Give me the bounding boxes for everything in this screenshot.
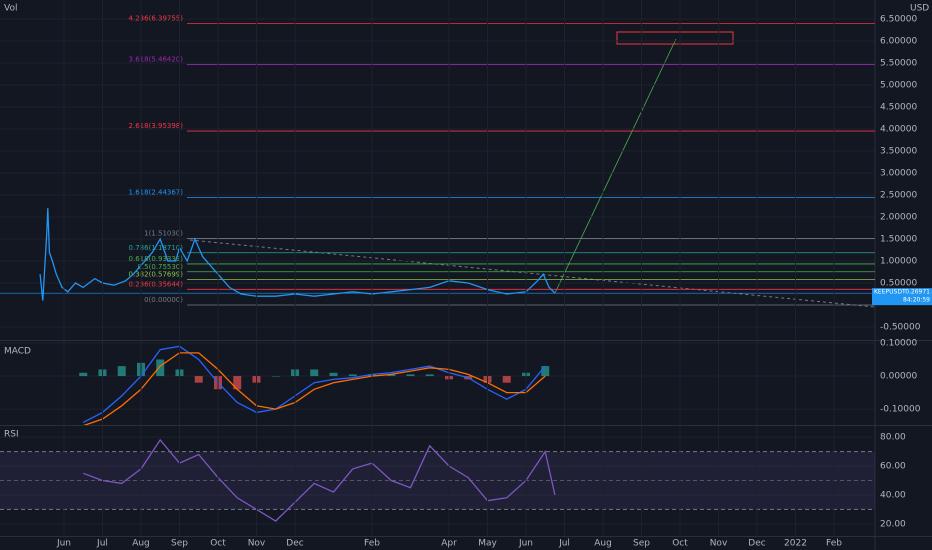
macd-histogram-bar	[329, 372, 338, 377]
y-tick-label: 5.50000	[880, 59, 917, 69]
x-tick-label: Oct	[210, 539, 226, 549]
y-tick-label: 0.00000	[880, 372, 917, 382]
x-tick-label: Jun	[518, 539, 533, 549]
macd-histogram-bar	[310, 369, 319, 377]
y-tick-label: 6.50000	[880, 15, 917, 25]
target-box	[616, 31, 734, 45]
y-tick-label: 0.10000	[880, 338, 917, 348]
badge-name: KEEPUSDT	[874, 289, 906, 296]
macd-histogram-bar	[194, 376, 203, 383]
macd-histogram-bar	[117, 366, 126, 377]
y-tick-label: 2.00000	[880, 213, 917, 223]
macd-histogram-bar	[233, 376, 242, 390]
series-line	[39, 208, 556, 301]
pane	[0, 342, 875, 425]
y-tick-label: 4.00000	[880, 125, 917, 135]
y-tick-label: 3.00000	[880, 169, 917, 179]
x-tick-label: Nov	[710, 539, 728, 549]
y-tick-label: 3.50000	[880, 147, 917, 157]
macd-histogram-bar	[425, 374, 434, 377]
currency-label: USD	[910, 4, 929, 14]
y-tick-label: 60.00	[880, 462, 906, 472]
fib-label: 2.618(3.95398)	[129, 122, 184, 130]
y-tick-label: 1.50000	[880, 235, 917, 245]
projection-line	[554, 38, 677, 294]
fib-label: 1(1.51030)	[144, 230, 183, 238]
fib-label: 3.618(5.46420)	[129, 56, 184, 64]
macd-histogram-bar	[79, 372, 88, 377]
x-tick-label: Aug	[594, 539, 612, 549]
x-tick-label: Jul	[558, 539, 570, 549]
y-tick-label: 0.50000	[880, 279, 917, 289]
x-tick-label: Aug	[132, 539, 150, 549]
x-tick-label: Feb	[364, 539, 380, 549]
y-tick-label: -0.50000	[880, 323, 921, 333]
y-tick-label: -0.10000	[880, 405, 921, 415]
fib-label: 0.382(0.57699)	[129, 271, 184, 279]
y-tick-label: 40.00	[880, 490, 906, 500]
series-line	[83, 352, 546, 425]
trend-line	[189, 239, 876, 308]
macd-histogram-bar	[406, 374, 415, 377]
volume-label: Vol	[4, 4, 17, 14]
fib-label: 1.618(2.44367)	[129, 188, 184, 196]
macd-histogram-bar	[156, 359, 165, 377]
pane	[0, 436, 875, 525]
x-tick-label: Oct	[672, 539, 688, 549]
macd-histogram-bar	[348, 374, 357, 377]
fib-label: 0.5(0.75530)	[137, 263, 183, 271]
x-tick-label: Dec	[286, 539, 303, 549]
macd-title: MACD	[4, 347, 31, 357]
x-tick-label: Dec	[748, 539, 765, 549]
y-tick-label: 20.00	[880, 519, 906, 529]
y-tick-label: 5.00000	[880, 81, 917, 91]
x-tick-label: 2022	[784, 539, 807, 549]
y-tick-label: 80.00	[880, 433, 906, 443]
badge-price: 0.26971	[905, 289, 930, 296]
y-tick-label: 6.00000	[880, 37, 917, 47]
y-tick-label: 2.50000	[880, 191, 917, 201]
x-tick-label: Sep	[171, 539, 188, 549]
y-tick-label: 1.00000	[880, 257, 917, 267]
x-tick-label: Sep	[633, 539, 650, 549]
rsi-title: RSI	[4, 430, 19, 440]
x-tick-label: Jun	[56, 539, 71, 549]
fib-label: 0.786(1.18710)	[129, 244, 184, 252]
x-tick-label: Jul	[96, 539, 108, 549]
fib-label: 0.618(0.93339)	[129, 255, 184, 263]
y-tick-label: 4.50000	[880, 103, 917, 113]
x-tick-label: Apr	[441, 539, 457, 549]
pane: 4.236(6.39755) 3.618(5.46420) 2.618(3.9539…	[0, 15, 875, 328]
series-line	[82, 345, 546, 423]
fib-label: 0.236(0.35644)	[129, 280, 184, 288]
price-badge	[872, 288, 932, 306]
series-line	[82, 438, 556, 522]
fib-label: 4.236(6.39755)	[129, 15, 184, 23]
macd-histogram-bar	[387, 374, 396, 377]
macd-histogram-bar	[271, 376, 280, 377]
x-tick-label: Nov	[248, 539, 266, 549]
macd-histogram-bar	[541, 366, 550, 377]
macd-histogram-bar	[502, 376, 511, 383]
x-tick-label: May	[478, 539, 497, 549]
fib-label: 0(0.00000)	[144, 296, 183, 304]
badge-countdown: 84:20:59	[903, 297, 930, 304]
x-tick-label: Feb	[826, 539, 842, 549]
